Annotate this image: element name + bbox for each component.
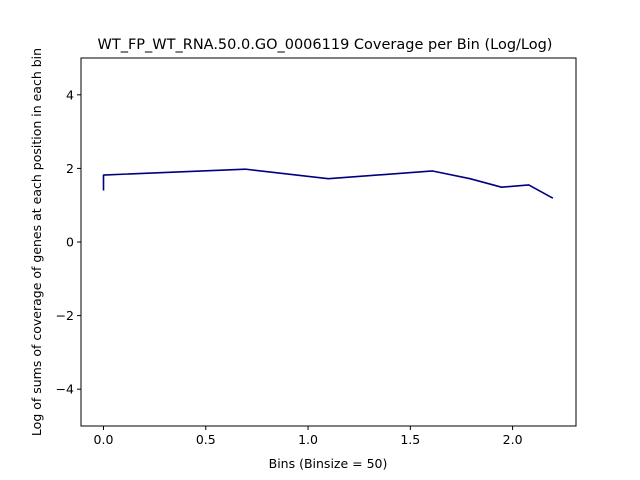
chart-title: WT_FP_WT_RNA.50.0.GO_0006119 Coverage pe… [98, 37, 553, 53]
y-tick-label: 0 [66, 235, 74, 250]
y-axis-label: Log of sums of coverage of genes at each… [29, 48, 44, 436]
x-tick-label: 2.0 [503, 432, 523, 447]
plot-area [80, 57, 577, 427]
x-axis: 0.0 0.5 1.0 1.5 2.0 [94, 426, 523, 447]
x-tick-label: 1.0 [298, 432, 318, 447]
x-axis-label: Bins (Binsize = 50) [269, 456, 388, 471]
y-axis: −4 −2 0 2 4 [56, 87, 81, 397]
x-tick-label: 0.5 [196, 432, 216, 447]
y-tick-label: 2 [66, 161, 74, 176]
series-line-0 [102, 168, 554, 199]
y-tick-label: 4 [66, 87, 74, 102]
y-tick-label: −2 [56, 308, 74, 323]
x-tick-label: 0.0 [94, 432, 114, 447]
y-tick-label: −4 [56, 382, 74, 397]
x-tick-label: 1.5 [400, 432, 420, 447]
plot-frame [80, 57, 577, 427]
